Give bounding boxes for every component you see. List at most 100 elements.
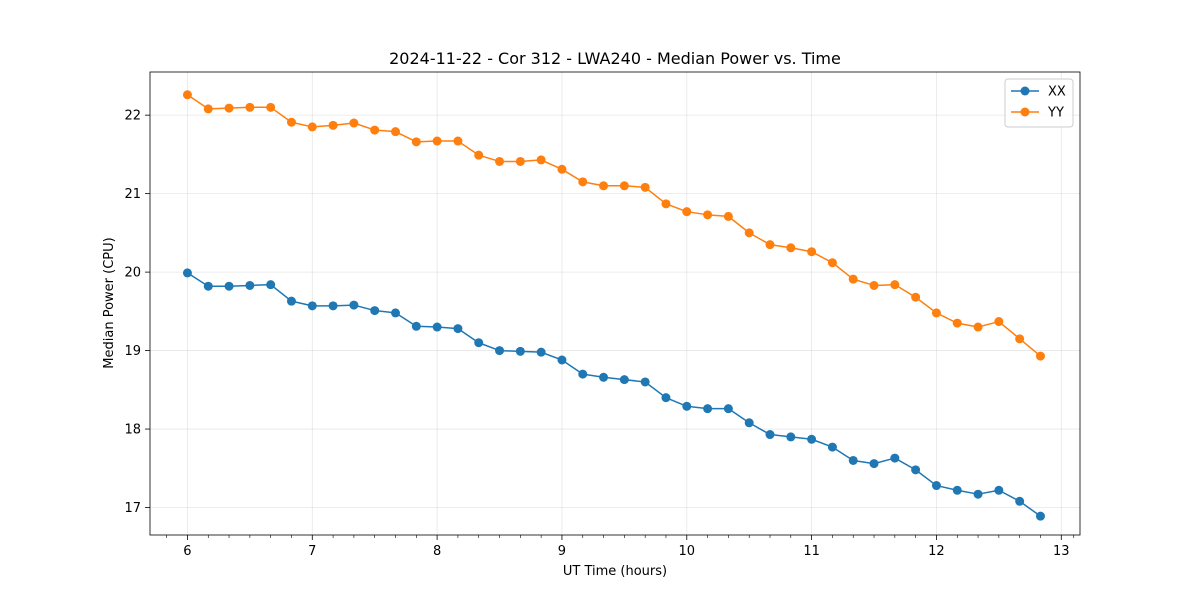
- x-axis-label: UT Time (hours): [563, 564, 667, 579]
- data-point-yy: [515, 156, 525, 166]
- legend-label-xx: XX: [1048, 85, 1066, 100]
- data-point-yy: [391, 127, 401, 137]
- data-point-xx: [682, 401, 692, 411]
- data-point-xx: [723, 404, 733, 414]
- data-point-yy: [973, 322, 983, 332]
- data-point-xx: [266, 280, 276, 290]
- legend: XX YY: [1004, 78, 1074, 128]
- data-point-yy: [224, 103, 234, 113]
- data-point-xx: [869, 459, 879, 469]
- data-point-xx: [848, 455, 858, 465]
- y-tick-label: 20: [124, 266, 141, 281]
- data-point-yy: [411, 137, 421, 147]
- data-point-xx: [474, 338, 484, 348]
- y-tick-label: 18: [124, 423, 141, 438]
- data-point-xx: [578, 369, 588, 379]
- data-point-xx: [515, 346, 525, 356]
- x-tick-label: 13: [1053, 544, 1070, 559]
- data-point-xx: [911, 465, 921, 475]
- x-tick-label: 12: [928, 544, 945, 559]
- data-point-yy: [869, 280, 879, 290]
- data-point-yy: [578, 177, 588, 187]
- data-point-xx: [453, 324, 463, 334]
- data-point-yy: [474, 150, 484, 160]
- data-point-yy: [619, 181, 629, 191]
- y-tick-label: 17: [124, 501, 141, 516]
- data-point-xx: [973, 489, 983, 499]
- x-tick-label: 10: [679, 544, 696, 559]
- data-point-yy: [931, 308, 941, 318]
- data-point-yy: [266, 102, 276, 112]
- data-point-yy: [307, 122, 317, 132]
- data-point-yy: [245, 102, 255, 112]
- data-point-xx: [952, 485, 962, 495]
- y-tick-label: 19: [124, 344, 141, 359]
- data-point-yy: [349, 118, 359, 128]
- data-point-xx: [1015, 496, 1025, 506]
- data-point-xx: [807, 434, 817, 444]
- data-point-yy: [370, 125, 380, 135]
- data-point-yy: [703, 210, 713, 220]
- data-point-xx: [703, 404, 713, 414]
- data-point-xx: [391, 308, 401, 318]
- legend-marker-yy: [1020, 107, 1030, 117]
- data-point-xx: [994, 485, 1004, 495]
- data-point-yy: [557, 164, 567, 174]
- data-point-xx: [370, 306, 380, 316]
- data-point-yy: [182, 90, 192, 100]
- data-point-xx: [557, 355, 567, 365]
- data-point-xx: [931, 481, 941, 491]
- data-point-yy: [952, 318, 962, 328]
- data-point-xx: [328, 301, 338, 311]
- chart-title: 2024-11-22 - Cor 312 - LWA240 - Median P…: [389, 49, 841, 68]
- plot-area: 6 7 8 9 10 11 12 13 17 18 19 20 21 22: [124, 71, 1081, 559]
- data-point-yy: [495, 156, 505, 166]
- data-point-yy: [723, 211, 733, 221]
- data-point-yy: [744, 228, 754, 238]
- x-tick-label: 11: [803, 544, 820, 559]
- data-point-xx: [661, 393, 671, 403]
- data-point-xx: [640, 377, 650, 387]
- data-point-yy: [807, 247, 817, 257]
- data-point-yy: [827, 258, 837, 268]
- data-point-xx: [890, 453, 900, 463]
- data-point-yy: [328, 120, 338, 130]
- y-tick-label: 22: [124, 109, 141, 124]
- data-point-xx: [245, 280, 255, 290]
- data-point-xx: [307, 301, 317, 311]
- x-tick-label: 9: [558, 544, 566, 559]
- data-point-yy: [599, 181, 609, 191]
- data-point-yy: [661, 199, 671, 209]
- data-point-xx: [827, 442, 837, 452]
- data-point-yy: [1035, 351, 1045, 361]
- data-point-yy: [848, 274, 858, 284]
- y-tick-label: 21: [124, 187, 141, 202]
- data-point-yy: [536, 155, 546, 165]
- data-point-xx: [786, 432, 796, 442]
- data-point-yy: [765, 240, 775, 250]
- x-tick-label: 8: [433, 544, 441, 559]
- data-point-xx: [411, 321, 421, 331]
- data-point-xx: [432, 322, 442, 332]
- data-point-yy: [911, 292, 921, 302]
- data-point-yy: [1015, 334, 1025, 344]
- data-point-yy: [453, 136, 463, 146]
- data-point-yy: [682, 207, 692, 217]
- data-point-xx: [744, 418, 754, 428]
- data-point-xx: [203, 281, 213, 291]
- data-point-xx: [349, 300, 359, 310]
- legend-label-yy: YY: [1047, 106, 1064, 121]
- legend-marker-xx: [1020, 86, 1030, 96]
- data-point-xx: [182, 268, 192, 278]
- data-point-yy: [786, 243, 796, 253]
- data-point-xx: [765, 430, 775, 440]
- data-point-yy: [432, 136, 442, 146]
- axes-frame: [149, 71, 1081, 536]
- data-point-xx: [619, 375, 629, 385]
- data-point-xx: [224, 281, 234, 291]
- data-point-yy: [890, 280, 900, 290]
- data-point-xx: [536, 347, 546, 357]
- data-point-yy: [203, 104, 213, 114]
